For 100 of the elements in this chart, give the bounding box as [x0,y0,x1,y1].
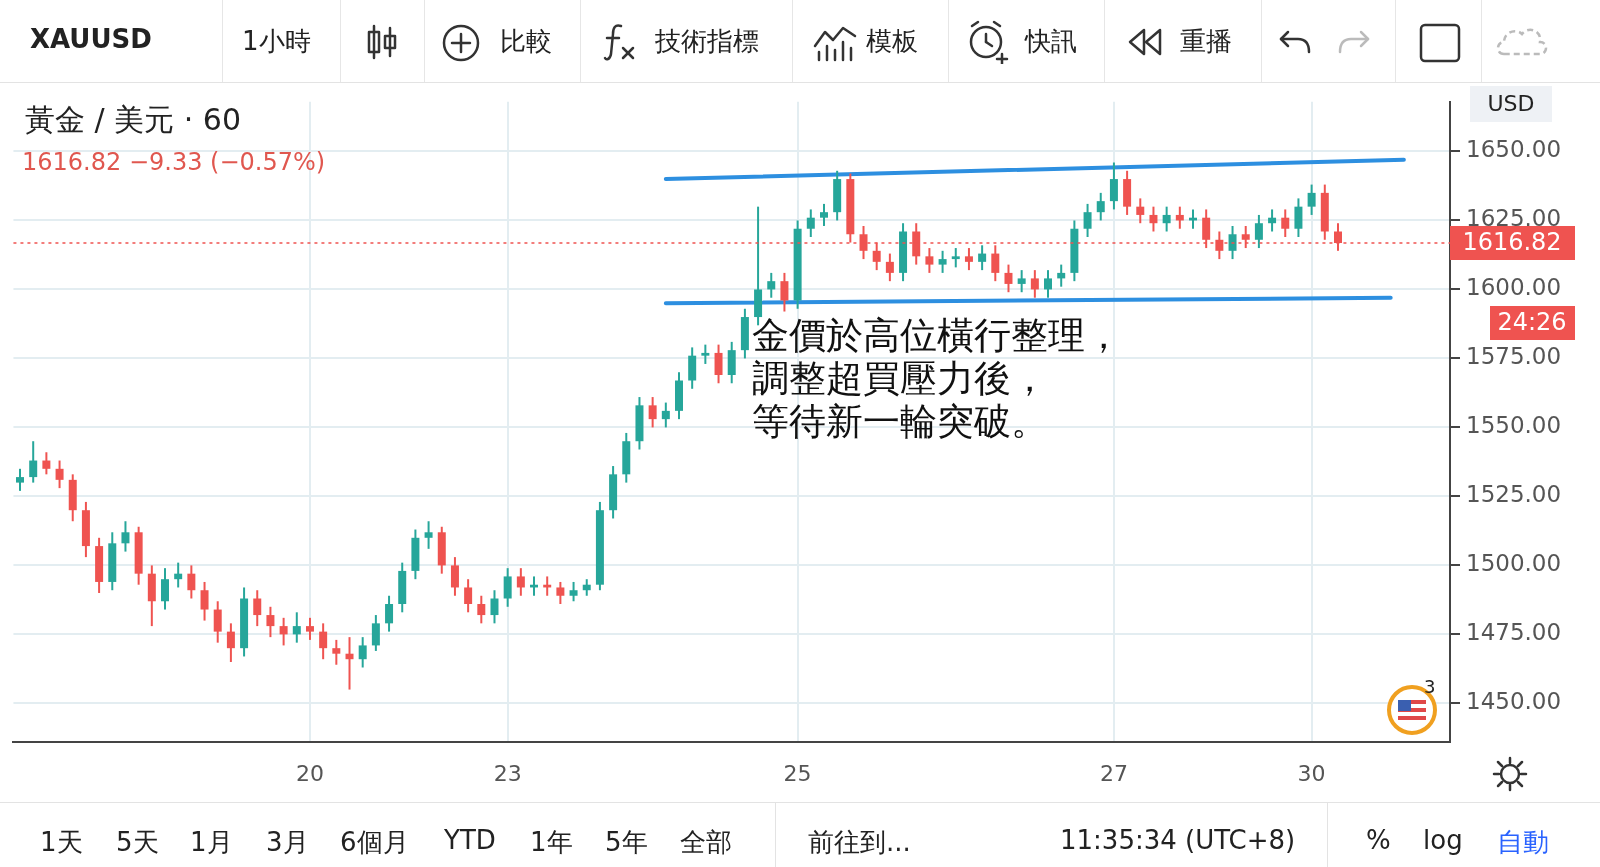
candlestick [55,459,64,490]
text: % [1366,825,1391,855]
candlestick [200,580,209,622]
candlestick [42,451,51,476]
text: 全部 [680,826,732,859]
candlestick [701,343,710,365]
x-tick-label: 27 [1099,760,1128,786]
candlestick [661,401,670,429]
chart-title: 黃金 / 美元 · 60 [25,101,241,139]
candlestick [121,520,130,553]
candlestick [1307,183,1316,216]
candlestick [371,614,380,652]
text: 11:35:34 (UTC+8) [1060,825,1296,855]
candlestick [332,638,341,666]
text: 1月 [190,826,233,859]
candlestick [1109,161,1118,211]
candlestick [292,611,301,644]
candlestick [253,589,262,628]
text: 6個月 [340,826,409,859]
candlestick [767,271,776,299]
text: XAUUSD [30,24,152,54]
text: 比較 [500,25,552,58]
text: 快訊 [1025,25,1077,58]
candlestick [938,249,947,274]
text: 3月 [266,826,309,859]
candlestick [385,594,394,633]
x-tick-label: 23 [493,760,522,786]
text: 5天 [116,826,159,859]
candlestick [819,202,828,227]
candlestick [714,343,723,385]
candlestick [1149,205,1158,233]
text: 1天 [40,826,83,859]
candlestick [213,600,222,644]
candlestick [780,271,789,313]
candlestick [885,252,894,283]
candlestick [1030,269,1039,299]
candlestick [503,567,512,608]
candlestick [648,396,657,429]
candlestick [29,440,38,484]
candlestick [1096,191,1105,222]
candlestick [1175,205,1184,230]
candlestick [1281,208,1290,239]
candlestick [424,520,433,550]
candlestick [1228,224,1237,261]
candlestick [1044,269,1053,299]
text: 重播 [1180,25,1232,58]
annotation: 調整超買壓力後， [752,357,1048,400]
candlestick [266,605,275,639]
candlestick [516,567,525,597]
y-tick-label: 1575.00 [1466,343,1562,370]
text: 1年 [530,826,573,859]
text: USD [1487,90,1535,116]
candlestick [964,247,973,272]
candlestick [187,564,196,600]
annotation: 3 [1424,676,1436,697]
candlestick [345,636,354,691]
candlestick [464,578,473,614]
y-tick-label: 1550.00 [1466,412,1562,439]
annotation: 金價於高位橫行整理， [752,314,1122,357]
candlestick [319,622,328,661]
candlestick [358,636,367,669]
candlestick [1136,197,1145,225]
candlestick [806,208,815,239]
candlestick [1083,202,1092,239]
text: YTD [444,825,496,855]
candlestick [226,622,235,663]
candlestick [1294,197,1303,239]
candlestick [305,616,314,641]
candlestick [1057,263,1066,288]
annotation: 等待新一輪突破。 [752,400,1048,443]
y-tick-label: 1450.00 [1466,688,1562,715]
y-tick-label: 1475.00 [1466,619,1562,646]
text: 1616.82 −9.33 (−0.57%) [22,148,326,176]
candlestick [951,247,960,269]
candlestick [279,616,288,647]
text: 1小時 [242,25,311,58]
text: 自動 [1497,826,1549,859]
candlestick [1268,208,1277,233]
text: log [1423,825,1463,855]
text: 5年 [605,826,648,859]
candlestick [450,556,459,597]
candlestick [477,594,486,625]
x-tick-label: 20 [295,760,324,786]
candlestick [1017,269,1026,294]
candlestick [174,561,183,589]
candlestick [1254,213,1263,250]
y-tick-label: 1500.00 [1466,550,1562,577]
candlestick [490,589,499,625]
text: 24:26 [1497,308,1567,337]
y-tick-label: 1525.00 [1466,481,1562,508]
candlestick [1162,205,1171,233]
y-tick-label: 1600.00 [1466,274,1562,301]
x-tick-label: 30 [1297,760,1326,786]
candlestick [1004,263,1013,294]
candlestick [978,244,987,272]
candlestick [556,580,565,606]
candlestick [161,567,169,611]
text: 模板 [866,25,918,58]
text: 技術指標 [655,25,759,58]
text: 前往到... [808,826,911,859]
